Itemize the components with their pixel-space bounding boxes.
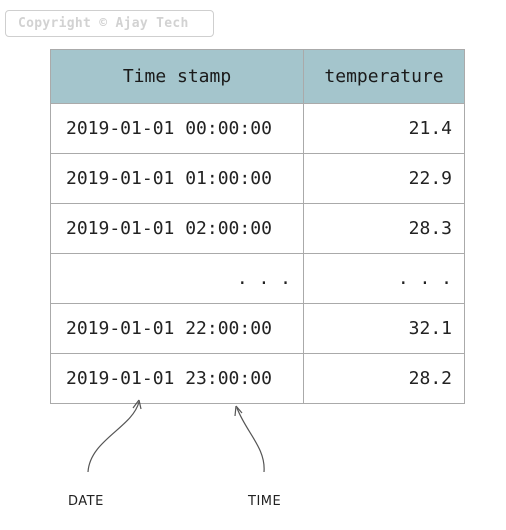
timestamp-cell: 2019-01-01 23:00:00 bbox=[50, 353, 304, 404]
table-row: 2019-01-01 23:00:00 28.2 bbox=[50, 353, 465, 404]
timestamp-cell: 2019-01-01 01:00:00 bbox=[50, 153, 304, 204]
header-temperature: temperature bbox=[303, 49, 465, 104]
temperature-cell: 28.3 bbox=[303, 203, 465, 254]
temperature-cell: 22.9 bbox=[303, 153, 465, 204]
copyright-watermark: Copyright © Ajay Tech bbox=[5, 10, 214, 37]
time-arrowhead-icon bbox=[234, 405, 243, 417]
table-row: 2019-01-01 22:00:00 32.1 bbox=[50, 303, 465, 354]
temperature-cell: 28.2 bbox=[303, 353, 465, 404]
table-row: 2019-01-01 02:00:00 28.3 bbox=[50, 203, 465, 254]
temperature-cell: 21.4 bbox=[303, 103, 465, 154]
time-label: TIME bbox=[248, 494, 282, 509]
table-row: 2019-01-01 01:00:00 22.9 bbox=[50, 153, 465, 204]
date-arrowhead-icon bbox=[132, 399, 142, 410]
date-arrow bbox=[87, 401, 140, 473]
ellipsis-cell: . . . bbox=[303, 253, 465, 304]
timestamp-cell: 2019-01-01 02:00:00 bbox=[50, 203, 304, 254]
timestamp-cell: 2019-01-01 22:00:00 bbox=[50, 303, 304, 354]
ellipsis-row: . . . . . . bbox=[50, 253, 465, 304]
time-arrow bbox=[236, 407, 265, 473]
table-header-row: Time stamp temperature bbox=[50, 49, 465, 104]
header-time-stamp: Time stamp bbox=[50, 49, 304, 104]
temperature-cell: 32.1 bbox=[303, 303, 465, 354]
timestamp-temperature-table: Time stamp temperature 2019-01-01 00:00:… bbox=[50, 49, 465, 404]
ellipsis-cell: . . . bbox=[50, 253, 304, 304]
date-label: DATE bbox=[68, 494, 104, 509]
